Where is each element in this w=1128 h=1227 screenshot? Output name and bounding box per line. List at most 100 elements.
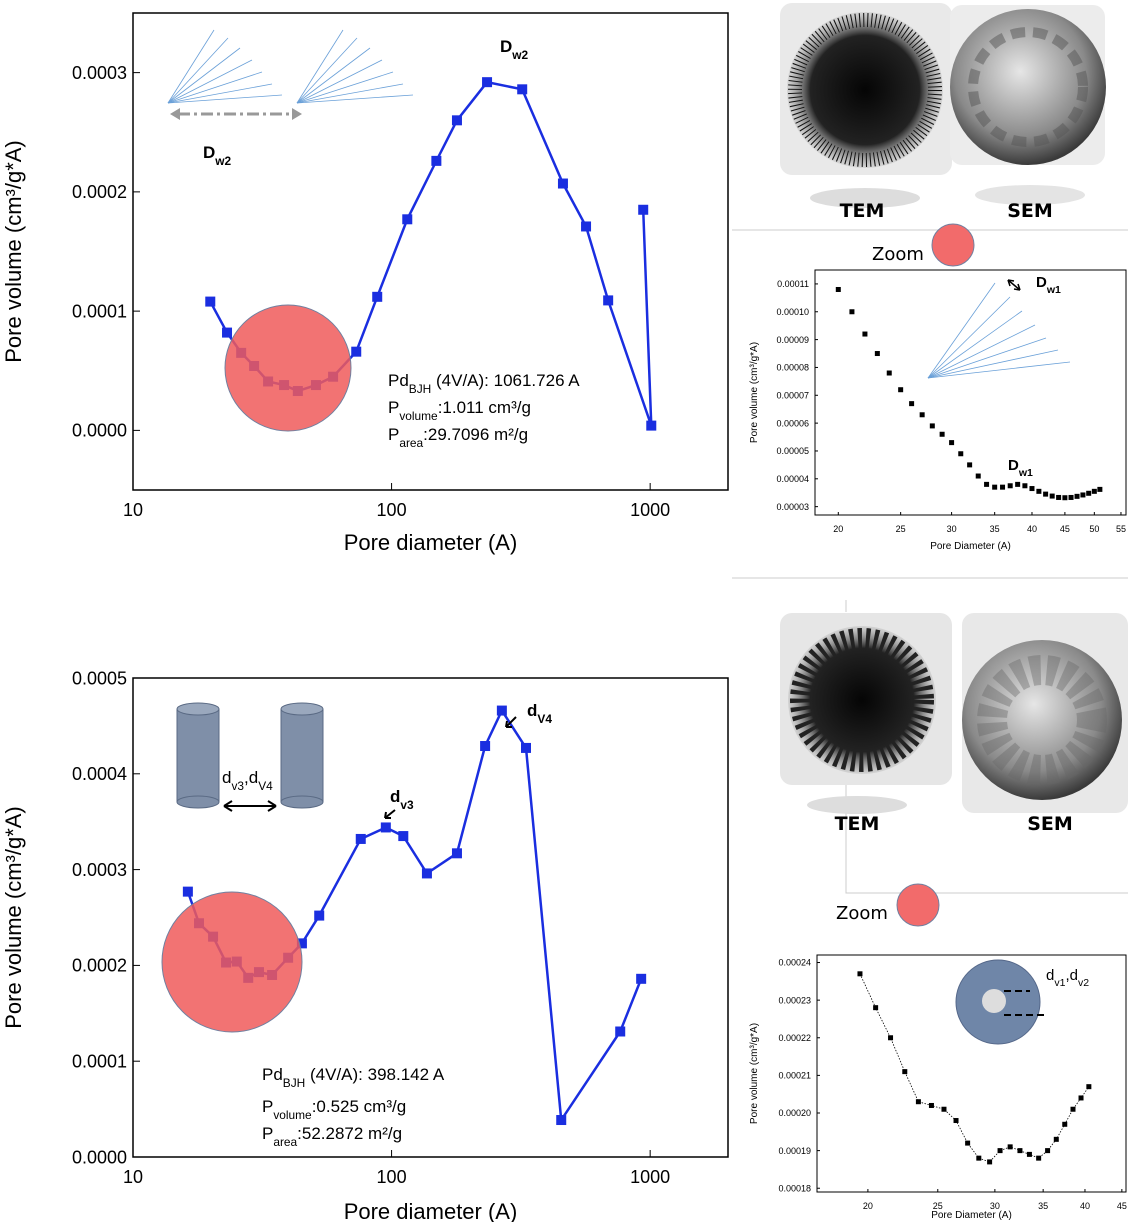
annotation: Dw2 bbox=[500, 37, 529, 62]
reflection bbox=[810, 188, 920, 208]
annotation-part: v2 bbox=[1078, 977, 1089, 989]
data-point bbox=[1036, 1155, 1042, 1161]
y-tick-label: 0.0002 bbox=[72, 182, 127, 202]
y-tick-label: 0.00008 bbox=[776, 363, 809, 373]
data-point bbox=[902, 1069, 908, 1075]
chart: 0.00018 0.00019 0.00020 0.00021 0.00022 0.000… bbox=[749, 954, 1127, 1221]
annotation: PdBJH (4V/A): 1061.726 A bbox=[388, 371, 580, 396]
annotation-part: :1.011 cm³/g bbox=[438, 398, 531, 417]
x-tick-label: 50 bbox=[1089, 524, 1099, 534]
image-label: TEM bbox=[840, 200, 885, 222]
x-tick-label: 10 bbox=[123, 1167, 143, 1187]
data-point bbox=[849, 309, 855, 315]
data-point bbox=[556, 1115, 567, 1126]
annotation-part: ,d bbox=[244, 768, 258, 787]
x-tick-label: 40 bbox=[1080, 1201, 1090, 1211]
annotation-part: d bbox=[527, 701, 537, 720]
panel-frame bbox=[845, 600, 1128, 894]
data-point bbox=[1097, 486, 1103, 492]
data-point bbox=[949, 440, 955, 446]
data-point bbox=[1017, 1148, 1023, 1154]
data-point bbox=[431, 155, 442, 166]
data-point bbox=[1043, 491, 1049, 497]
data-point bbox=[862, 331, 868, 337]
data-point bbox=[939, 431, 945, 437]
data-point bbox=[314, 910, 325, 921]
x-axis-title: Pore Diameter (A) bbox=[931, 1210, 1012, 1221]
data-point bbox=[1049, 493, 1055, 499]
annotation-part: P bbox=[388, 425, 399, 444]
data-point bbox=[1045, 1148, 1051, 1154]
image-label: TEM bbox=[835, 813, 880, 835]
data-point bbox=[992, 484, 998, 490]
sem-texture bbox=[977, 655, 1107, 785]
plot-frame bbox=[132, 12, 729, 491]
plot-frame bbox=[816, 954, 1127, 1193]
data-point bbox=[1091, 488, 1097, 494]
data-point bbox=[874, 351, 880, 357]
data-point bbox=[997, 1148, 1003, 1154]
y-tick-label: 0.00019 bbox=[778, 1146, 811, 1156]
gap-arrow bbox=[223, 800, 277, 812]
pointer-arrow bbox=[384, 809, 396, 819]
annotation-part: :0.525 cm³/g bbox=[312, 1097, 407, 1116]
data-point bbox=[402, 214, 413, 225]
series-line bbox=[859, 973, 1090, 1163]
annotation-part: v3 bbox=[400, 798, 414, 812]
data-point bbox=[603, 295, 614, 306]
zoom-label: Zoom bbox=[836, 903, 888, 924]
data-point bbox=[636, 973, 647, 984]
gap-arrow bbox=[1007, 279, 1021, 291]
y-tick-label: 0.0000 bbox=[72, 1147, 127, 1167]
x-axis-title: Pore Diameter (A) bbox=[930, 541, 1011, 552]
y-tick-label: 0.0000 bbox=[72, 421, 127, 441]
data-point bbox=[517, 84, 528, 95]
annotation-part: w1 bbox=[1018, 467, 1033, 479]
data-point bbox=[1022, 483, 1028, 489]
annotation-part: D bbox=[1036, 274, 1047, 291]
data-point bbox=[222, 327, 233, 338]
data-point bbox=[1026, 1151, 1032, 1157]
annotation: dV4 bbox=[527, 701, 552, 726]
image-label: SEM bbox=[1027, 813, 1073, 835]
chart: 0.00003 0.00004 0.00005 0.00006 0.00007 0.000… bbox=[749, 269, 1127, 552]
data-point bbox=[958, 451, 964, 457]
x-axis-title: Pore diameter (A) bbox=[344, 1199, 518, 1222]
data-point bbox=[835, 286, 841, 292]
data-point bbox=[638, 204, 649, 215]
annotation-part: volume bbox=[399, 409, 438, 423]
x-tick-label: 100 bbox=[377, 1167, 407, 1187]
annotation-part: ,d bbox=[1065, 967, 1078, 984]
data-point bbox=[380, 822, 391, 833]
data-point bbox=[941, 1106, 947, 1112]
zoom-label: Zoom bbox=[872, 244, 924, 265]
annotation-part: d bbox=[1046, 967, 1054, 984]
data-point bbox=[967, 462, 973, 468]
x-tick-label: 10 bbox=[123, 500, 143, 520]
sem-particle bbox=[962, 640, 1122, 800]
annotation-part: Pd bbox=[388, 371, 409, 390]
cylinders bbox=[176, 702, 324, 809]
data-point bbox=[520, 742, 531, 753]
charts: 0.0000 0.0001 0.0002 0.0003 10 100 1000 Pore di… bbox=[1, 12, 1127, 1224]
x-tick-label: 25 bbox=[896, 524, 906, 534]
annotation: dv3,dV4 bbox=[222, 768, 273, 793]
annotation-part: area bbox=[399, 436, 423, 450]
annotation-part: w2 bbox=[214, 154, 231, 168]
y-tick-label: 0.0001 bbox=[72, 301, 127, 321]
x-tick-label: 25 bbox=[933, 1201, 943, 1211]
x-tick-label: 20 bbox=[833, 524, 843, 534]
fan-schematic bbox=[927, 282, 1071, 379]
data-point bbox=[451, 848, 462, 859]
x-tick-label: 30 bbox=[947, 524, 957, 534]
data-point bbox=[646, 420, 657, 431]
annotation: Parea:52.2872 m²/g bbox=[262, 1124, 402, 1149]
data-point bbox=[1007, 483, 1013, 489]
data-point bbox=[975, 473, 981, 479]
data-point bbox=[984, 481, 990, 487]
y-axis-title: Pore volume (cm³/g*A) bbox=[749, 342, 760, 443]
annotation-part: v1 bbox=[1054, 977, 1065, 989]
data-point bbox=[976, 1155, 982, 1161]
x-tick-label: 30 bbox=[990, 1201, 1000, 1211]
zoom-circle bbox=[161, 891, 303, 1033]
